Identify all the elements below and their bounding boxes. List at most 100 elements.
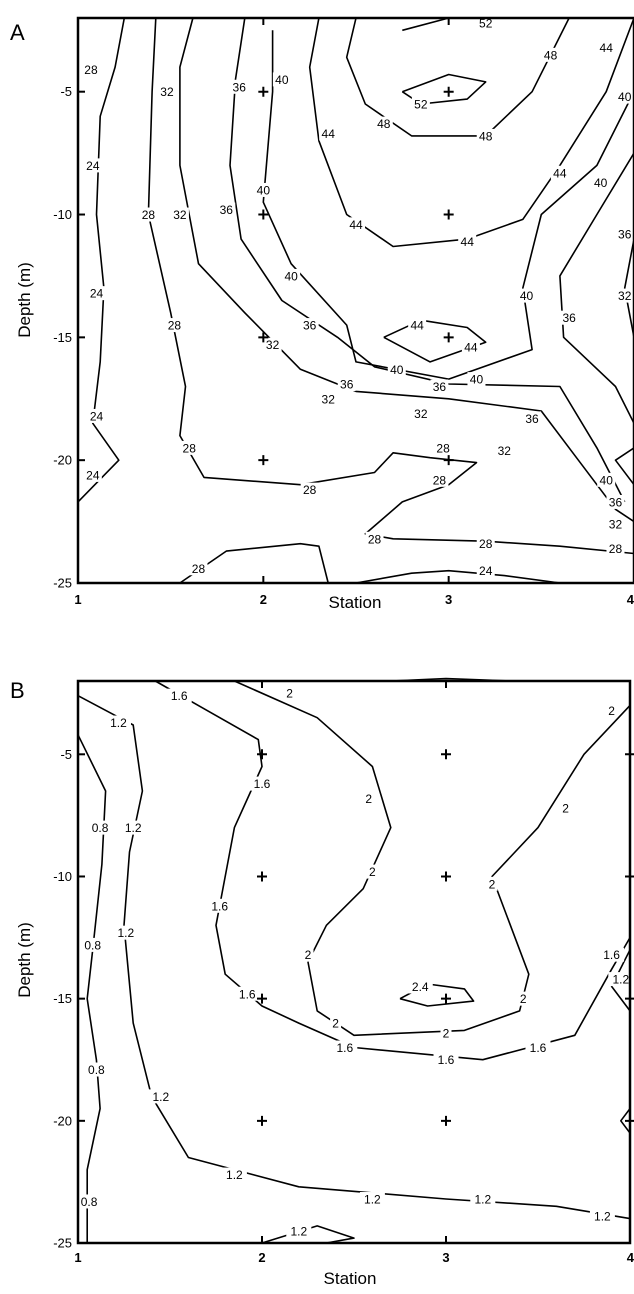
contour-label-background	[234, 986, 260, 1001]
contour-label: 44	[553, 166, 567, 180]
panel-a-contour-lines	[77, 17, 634, 584]
contour-label-background	[615, 89, 634, 104]
contour-label: 32	[498, 444, 512, 458]
contour-label: 40	[600, 473, 614, 487]
panel-a-y-axis: -5 -10 -15 -20 -25	[53, 84, 85, 591]
contour-label-background	[166, 688, 192, 703]
contour-label: 1.6	[603, 948, 620, 962]
contour-label-background	[597, 472, 616, 487]
contour-label: 36	[233, 80, 247, 94]
x-tick-label: 1	[74, 592, 81, 607]
panel-b: B 1.6 2 2 1.2 1.6 2 2 0.8 1.2 2 2 1.6 0.8 1.2 2 1.6 1.2 2…	[10, 677, 634, 1288]
contour-label-background	[408, 318, 427, 333]
contour-label: 24	[90, 409, 104, 423]
y-tick-label: -25	[53, 576, 72, 591]
contour-label-background	[486, 876, 498, 891]
contour-label: 2	[489, 877, 496, 891]
contour-label: 2	[305, 948, 312, 962]
contour-label-background	[550, 165, 569, 180]
contour-label-background	[476, 563, 495, 578]
contour-label-background	[300, 318, 319, 333]
contour-line-2	[234, 680, 631, 1037]
contour-label: 24	[86, 468, 100, 482]
contour-label: 1.6	[239, 987, 256, 1001]
contour-label-background	[430, 379, 449, 394]
y-tick-label: -5	[60, 84, 72, 99]
contour-label-background	[319, 126, 338, 141]
contour-label-background	[359, 1192, 385, 1207]
contour-label-background	[541, 47, 560, 62]
contour-label: 44	[322, 127, 336, 141]
contour-label-background	[525, 1040, 551, 1055]
contour-label-background	[230, 79, 249, 94]
contour-label-background	[615, 227, 634, 242]
contour-line-1-2	[610, 949, 631, 1012]
contour-label-background	[83, 158, 102, 173]
contour-label-background	[411, 406, 430, 421]
panel-a-x-axis-title: Station	[329, 593, 382, 612]
contour-line-0-8	[77, 734, 107, 1243]
contour-label: 40	[470, 373, 484, 387]
contour-label: 1.6	[254, 777, 271, 791]
sample-point-marker	[258, 209, 269, 220]
contour-label: 40	[284, 269, 298, 283]
contour-label-background	[430, 472, 449, 487]
sample-point-marker	[443, 209, 454, 220]
contour-label: 2	[562, 802, 569, 816]
panel-a-y-axis-title: Depth (m)	[15, 262, 34, 338]
contour-label: 40	[618, 90, 632, 104]
contour-label-background	[189, 561, 208, 576]
contour-label: 1.2	[226, 1168, 243, 1182]
contour-label: 40	[594, 176, 608, 190]
contour-label: 1.6	[211, 899, 228, 913]
contour-label: 28	[368, 532, 382, 546]
contour-label-background	[363, 791, 375, 806]
panel-a-sample-markers	[258, 86, 454, 466]
contour-label: 40	[257, 183, 271, 197]
contour-label: 0.8	[92, 821, 109, 835]
sample-point-marker	[257, 749, 267, 760]
contour-label: 2	[608, 704, 615, 718]
contour-label: 36	[433, 380, 447, 394]
contour-line-24	[355, 569, 561, 584]
contour-label-background	[434, 440, 453, 455]
contour-label: 40	[275, 73, 289, 87]
x-tick-label: 4	[627, 1250, 634, 1265]
contour-label: 44	[461, 235, 475, 249]
contour-label-background	[615, 288, 634, 303]
contour-label: 24	[86, 159, 100, 173]
sample-point-marker	[443, 332, 454, 343]
contour-label-background	[523, 411, 542, 426]
contour-line-1-2	[77, 694, 631, 1220]
contour-label: 28	[142, 208, 156, 222]
panel-b-letter: B	[10, 678, 25, 703]
contour-label-background	[591, 175, 610, 190]
contour-label-background	[476, 128, 495, 143]
panel-b-contour-lines	[77, 677, 631, 1244]
contour-line-40	[262, 30, 634, 380]
contour-label-background	[606, 703, 618, 718]
contour-label-background	[83, 1062, 109, 1077]
contour-label-background	[180, 440, 199, 455]
panel-b-x-axis: 1 2 3 4	[74, 681, 634, 1265]
contour-label-background	[461, 340, 480, 355]
contour-label-background	[286, 1223, 312, 1238]
contour-label: 32	[609, 518, 623, 532]
sample-point-marker	[257, 1115, 267, 1126]
sample-point-marker	[441, 749, 451, 760]
contour-label-background	[560, 310, 579, 325]
contour-label: 1.2	[290, 1224, 307, 1238]
sample-point-marker	[441, 993, 451, 1004]
contour-label: 28	[433, 473, 447, 487]
sample-point-marker	[443, 455, 454, 466]
x-tick-label: 3	[445, 592, 452, 607]
contour-label-background	[83, 467, 102, 482]
contour-label: 2	[332, 1017, 339, 1031]
contour-label-background	[476, 536, 495, 551]
contour-label-background	[139, 207, 158, 222]
sample-point-marker	[443, 86, 454, 97]
contour-label-background	[599, 947, 625, 962]
contour-label-background	[606, 541, 625, 556]
contour-label: 2	[369, 865, 376, 879]
contour-line-28	[179, 542, 329, 584]
